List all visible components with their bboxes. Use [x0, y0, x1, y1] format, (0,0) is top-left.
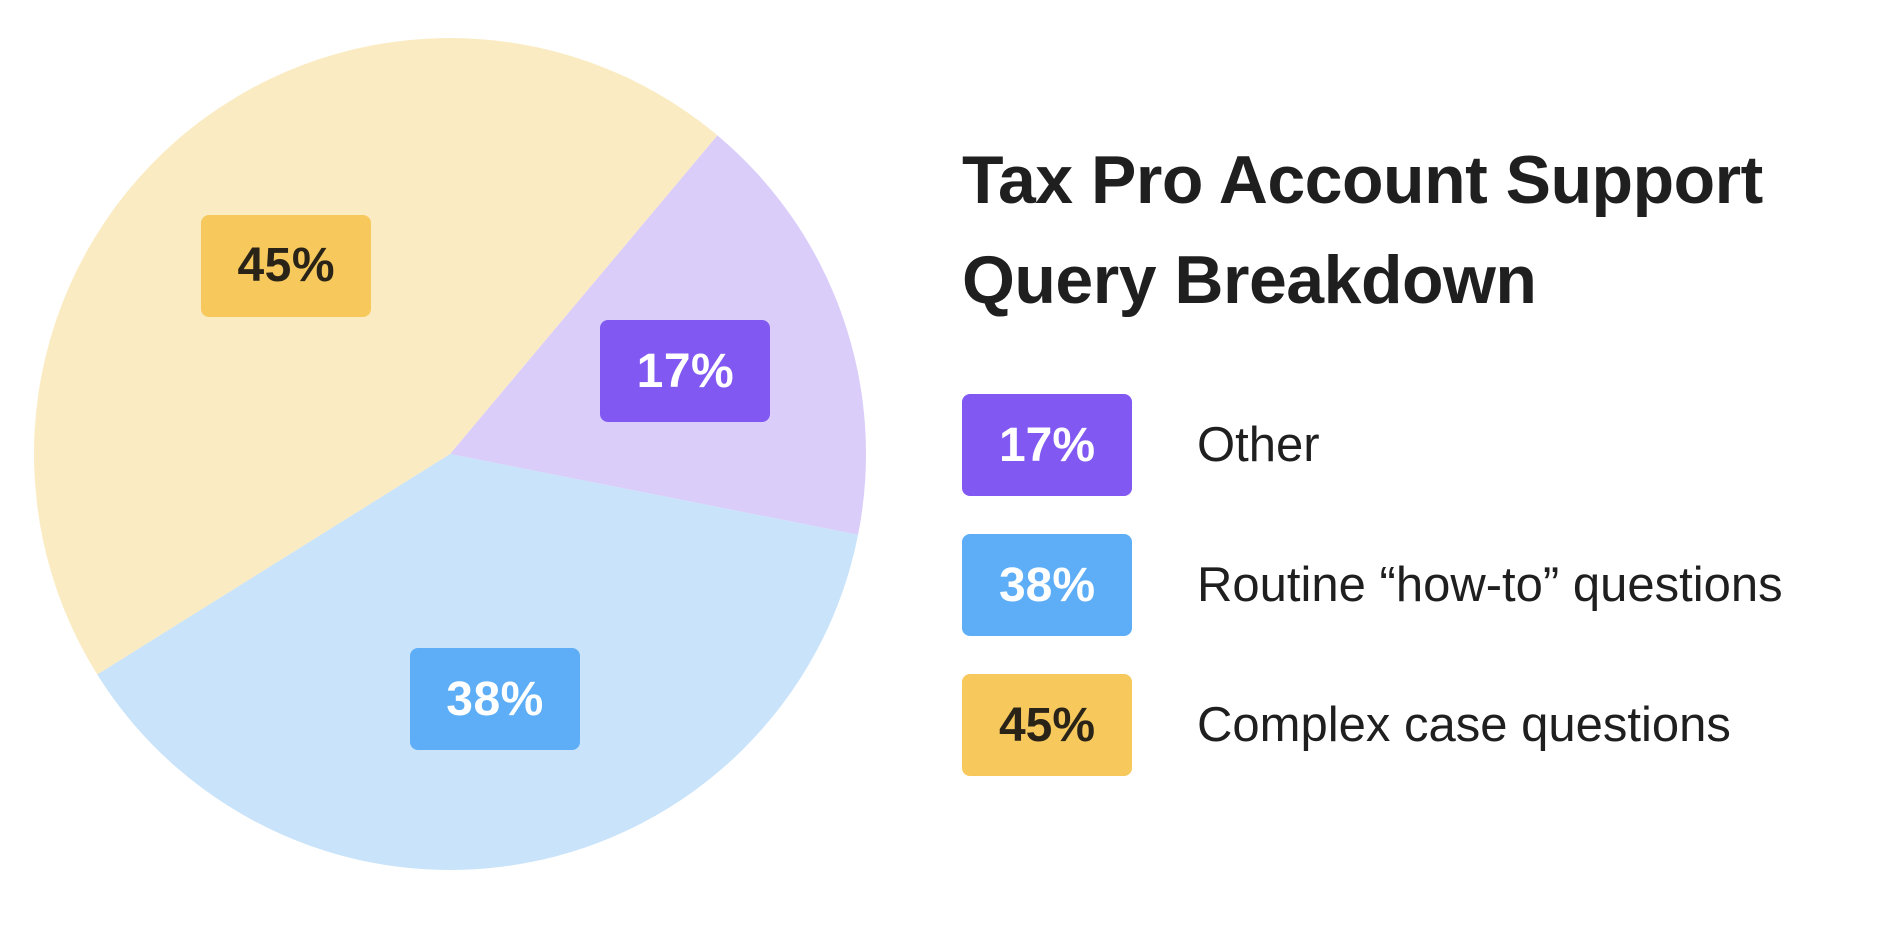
legend: 17% Other 38% Routine “how-to” questions…	[962, 394, 1862, 814]
legend-label-routine: Routine “how-to” questions	[1197, 558, 1783, 612]
pie-slice-label-routine: 38%	[410, 648, 581, 751]
legend-item-routine: 38% Routine “how-to” questions	[962, 534, 1862, 636]
legend-item-other: 17% Other	[962, 394, 1862, 496]
pie-slice-label-complex: 45%	[201, 214, 372, 317]
pie-chart-svg	[33, 37, 866, 870]
legend-item-complex: 45% Complex case questions	[962, 674, 1862, 776]
chart-title: Tax Pro Account Support Query Breakdown	[962, 142, 1763, 318]
pie-slice-label-other: 17%	[600, 320, 771, 423]
legend-label-other: Other	[1197, 418, 1320, 472]
legend-swatch-complex: 45%	[962, 674, 1132, 776]
pie-slice-complex	[33, 37, 718, 675]
legend-label-complex: Complex case questions	[1197, 698, 1731, 752]
legend-swatch-routine: 38%	[962, 534, 1132, 636]
legend-swatch-other: 17%	[962, 394, 1132, 496]
pie-chart: 17% 38% 45%	[0, 0, 900, 932]
